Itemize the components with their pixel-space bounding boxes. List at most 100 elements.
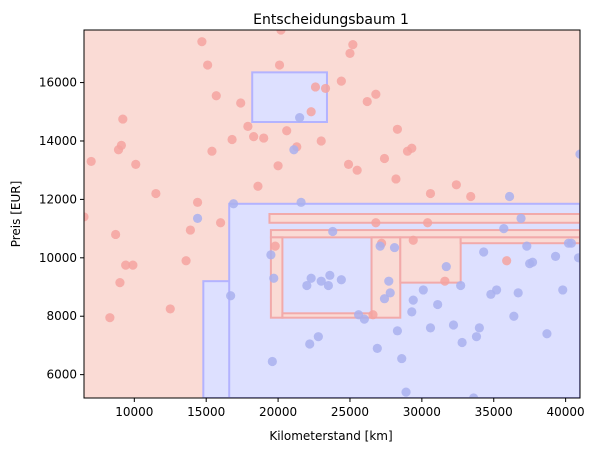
- y-tick-label: 16000: [39, 76, 77, 90]
- data-point-blue: [226, 291, 236, 301]
- data-point-blue: [269, 273, 279, 283]
- data-point-blue: [228, 199, 239, 209]
- data-point-blue: [558, 285, 568, 295]
- data-point-blue: [336, 275, 346, 285]
- data-point-red: [502, 256, 512, 266]
- data-point-red: [392, 124, 403, 134]
- data-point-blue: [316, 276, 326, 286]
- data-point-red: [131, 159, 141, 169]
- data-point-blue: [504, 191, 515, 202]
- data-point-red: [343, 159, 354, 169]
- data-point-blue: [325, 270, 335, 280]
- data-point-blue: [372, 343, 382, 353]
- data-point-red: [276, 30, 286, 35]
- y-tick-label: 14000: [39, 134, 77, 148]
- x-tick-label: 40000: [547, 405, 585, 419]
- data-point-blue: [295, 113, 305, 123]
- data-point-red: [371, 218, 381, 228]
- data-point-blue: [266, 250, 276, 260]
- data-point-blue: [492, 285, 502, 295]
- data-point-red: [185, 225, 195, 235]
- decision-region-red: [459, 236, 580, 245]
- data-point-blue: [456, 280, 466, 291]
- data-point-blue: [516, 213, 526, 223]
- data-point-blue: [328, 226, 338, 237]
- data-point-blue: [306, 273, 316, 283]
- data-point-blue: [379, 294, 390, 304]
- data-point-red: [86, 156, 96, 167]
- data-point-blue: [479, 247, 489, 257]
- data-point-red: [352, 165, 362, 175]
- x-tick-label: 15000: [187, 405, 225, 419]
- data-point-blue: [573, 253, 580, 263]
- data-point-red: [407, 143, 417, 153]
- data-point-blue: [385, 288, 395, 298]
- data-point-red: [282, 126, 292, 136]
- data-point-blue: [408, 295, 418, 305]
- data-point-red: [274, 60, 285, 70]
- data-point-blue: [425, 323, 436, 333]
- decision-region-red: [399, 236, 462, 284]
- data-point-blue: [389, 242, 400, 253]
- data-point-red: [243, 121, 253, 131]
- data-point-red: [211, 91, 221, 101]
- data-point-blue: [397, 353, 407, 364]
- data-point-red: [118, 114, 128, 124]
- data-point-blue: [418, 285, 428, 295]
- data-point-red: [466, 191, 476, 202]
- data-point-red: [151, 188, 161, 199]
- data-point-blue: [575, 149, 580, 159]
- data-point-red: [236, 98, 246, 108]
- data-point-red: [84, 212, 89, 222]
- data-point-blue: [192, 213, 203, 223]
- data-point-blue: [384, 276, 394, 286]
- data-point-blue: [359, 314, 369, 324]
- data-point-red: [253, 181, 263, 191]
- data-point-red: [215, 218, 226, 228]
- data-point-red: [116, 140, 126, 150]
- data-point-red: [192, 197, 203, 207]
- data-point-red: [165, 304, 175, 314]
- data-point-blue: [392, 326, 403, 336]
- data-point-red: [425, 188, 436, 199]
- data-point-red: [371, 89, 381, 99]
- data-point-blue: [542, 329, 552, 339]
- x-axis-ticks: 10000 15000 20000 25000 30000 35000 40000: [115, 398, 585, 419]
- data-point-blue: [323, 280, 334, 291]
- data-point-blue: [527, 257, 538, 267]
- data-point-red: [345, 48, 355, 58]
- data-point-red: [306, 107, 316, 117]
- x-tick-label: 10000: [115, 405, 153, 419]
- y-tick-label: 12000: [39, 192, 77, 206]
- data-point-red: [115, 278, 125, 288]
- data-point-blue: [296, 197, 306, 207]
- data-point-red: [362, 96, 372, 107]
- data-point-red: [227, 134, 237, 145]
- data-point-blue: [522, 241, 532, 251]
- data-point-blue: [474, 323, 484, 333]
- data-point-red: [128, 260, 138, 270]
- data-point-red: [105, 313, 115, 323]
- data-point-blue: [375, 241, 385, 251]
- data-point-red: [259, 133, 269, 143]
- y-axis-label: Preis [EUR]: [9, 181, 23, 248]
- x-tick-label: 35000: [475, 405, 513, 419]
- data-point-red: [111, 229, 121, 240]
- data-point-blue: [499, 224, 509, 234]
- decision-region-blue: [251, 71, 328, 123]
- data-point-red: [270, 241, 280, 251]
- x-tick-label: 25000: [331, 405, 369, 419]
- data-point-blue: [471, 332, 482, 342]
- data-point-red: [408, 235, 418, 245]
- decision-regions: [202, 71, 580, 398]
- data-point-red: [451, 180, 461, 190]
- x-tick-label: 20000: [259, 405, 297, 419]
- y-tick-label: 10000: [39, 251, 77, 265]
- data-point-blue: [469, 393, 479, 398]
- data-point-red: [203, 60, 213, 70]
- data-point-blue: [433, 299, 443, 310]
- data-point-red: [121, 260, 131, 270]
- data-point-blue: [407, 307, 417, 317]
- data-point-blue: [267, 356, 277, 367]
